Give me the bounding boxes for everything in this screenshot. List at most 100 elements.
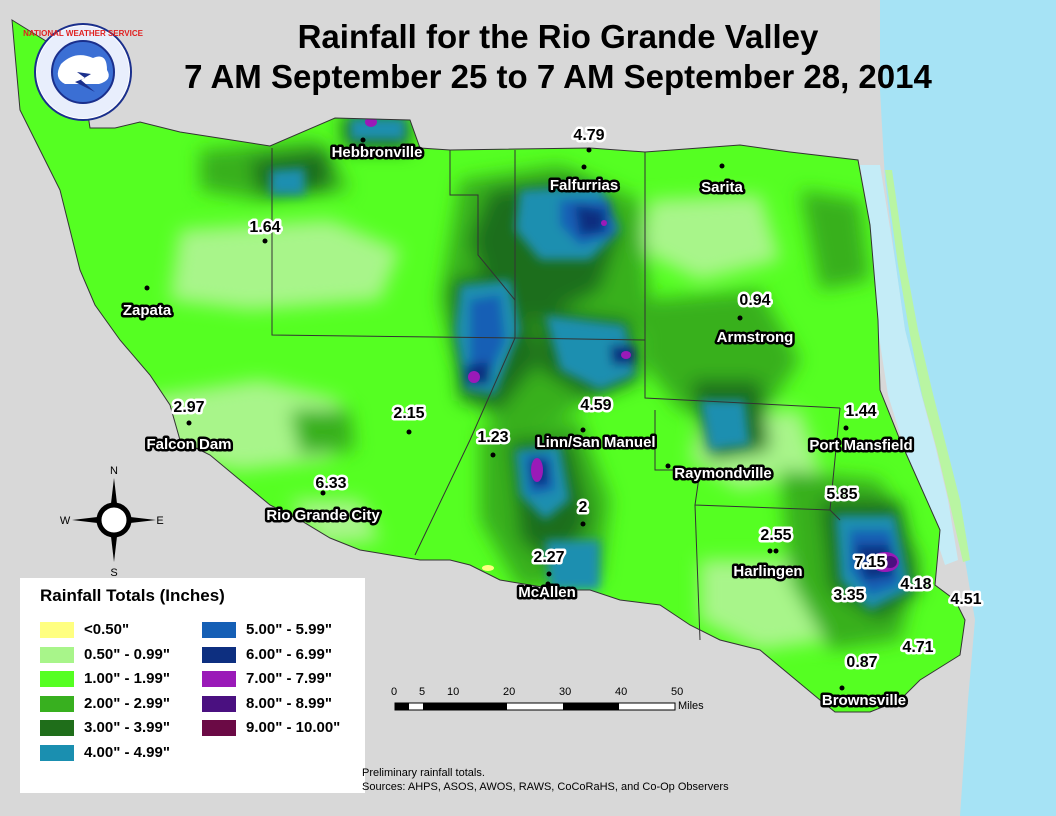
- rain-value-label: 6.33: [315, 475, 346, 492]
- rain-value-halo: 0.87: [846, 654, 877, 671]
- rain-value-halo: 4.59: [580, 397, 611, 414]
- place-label: Harlingen: [733, 563, 802, 580]
- legend-swatch: [202, 720, 236, 737]
- place-label: Zapata: [123, 302, 172, 319]
- rain-value-label: 3.35: [833, 587, 864, 604]
- rain-value-label: 4.79: [573, 127, 604, 144]
- region-outline: [11, 19, 966, 713]
- rain-value-halo: 2.55: [760, 527, 791, 544]
- compass-n: N: [110, 465, 118, 477]
- rain-value-halo: 2: [579, 499, 588, 516]
- legend-item: 9.00" - 10.00": [202, 718, 340, 738]
- rain-value-label: 4.51: [950, 591, 981, 608]
- rain-value-halo: 4.79: [573, 127, 604, 144]
- legend-swatch: [40, 622, 74, 639]
- place-label-halo: Rio Grande City: [266, 507, 380, 524]
- station-dot: [320, 490, 326, 496]
- station-dot: [580, 427, 586, 433]
- legend-swatch: [40, 720, 74, 737]
- legend-item: 6.00" - 6.99": [202, 645, 332, 665]
- rain-value-label: 7.15: [854, 554, 885, 571]
- place-label: Armstrong: [717, 329, 794, 346]
- place-label-halo: Armstrong: [717, 329, 794, 346]
- place-label: Sarita: [701, 179, 743, 196]
- legend-swatch: [40, 744, 74, 761]
- rain-value-label: 0.94: [739, 292, 770, 309]
- place-label-halo: Brownsville: [822, 692, 906, 709]
- rain-value-label: 2.15: [393, 405, 424, 422]
- legend-label: 1.00" - 1.99": [84, 670, 170, 687]
- legend-item: 4.00" - 4.99": [40, 743, 170, 763]
- rain-value-label: 5.85: [826, 486, 857, 503]
- legend-label: <0.50": [84, 621, 130, 638]
- laguna-madre: [860, 165, 958, 565]
- legend-label: 4.00" - 4.99": [84, 743, 170, 761]
- station-dot: [665, 463, 671, 469]
- notes-preliminary: Preliminary rainfall totals.: [362, 767, 485, 779]
- place-label-halo: Sarita: [701, 179, 743, 196]
- place-label-halo: Linn/San Manuel: [536, 434, 655, 451]
- legend-item: 3.00" - 3.99": [40, 718, 170, 738]
- compass-s: S: [110, 567, 117, 579]
- place-label-halo: Falcon Dam: [146, 436, 231, 453]
- scale-unit-label: Miles: [678, 700, 704, 712]
- rain-value-label: 4.59: [580, 397, 611, 414]
- station-dot: [406, 429, 412, 435]
- rain-value-label: 2: [579, 499, 588, 516]
- station-dot: [737, 315, 743, 321]
- place-label: Falcon Dam: [146, 436, 231, 453]
- legend-label: 9.00" - 10.00": [246, 719, 341, 736]
- place-label-halo: Hebbronville: [332, 144, 423, 161]
- compass-rose: N S E W: [60, 465, 164, 579]
- place-label: Linn/San Manuel: [536, 434, 655, 451]
- rain-value-label: 1.23: [477, 429, 508, 446]
- station-dot: [262, 238, 268, 244]
- rain-value-halo: 3.35: [833, 587, 864, 604]
- station-dot: [773, 548, 779, 554]
- legend-item: <0.50": [40, 620, 129, 640]
- compass-e: E: [156, 515, 163, 527]
- scale-tick-label: 20: [503, 686, 516, 698]
- rain-value-halo: 1.44: [845, 403, 876, 420]
- county-boundaries: [271, 148, 841, 641]
- legend-label: 3.00" - 3.99": [84, 719, 170, 736]
- rain-value-label: 4.18: [900, 576, 931, 593]
- barrier-island: [885, 170, 970, 562]
- legend-swatch: [40, 695, 74, 712]
- legend-item: 8.00" - 8.99": [202, 694, 332, 714]
- legend-label: 5.00" - 5.99": [246, 621, 332, 638]
- station-dot: [144, 285, 150, 291]
- rain-value-halo: 4.71: [902, 639, 933, 656]
- place-label: Port Mansfield: [809, 437, 912, 454]
- station-dot: [843, 425, 849, 431]
- rain-value-label: 2.55: [760, 527, 791, 544]
- rain-value-halo: 5.85: [826, 486, 857, 503]
- legend: [20, 578, 365, 793]
- place-label: Falfurrias: [550, 177, 618, 194]
- legend-item: 5.00" - 5.99": [202, 620, 332, 640]
- nws-logo-ring-text: NATIONAL WEATHER SERVICE: [23, 29, 144, 38]
- place-label: McAllen: [518, 584, 576, 601]
- rain-value-halo: 6.33: [315, 475, 346, 492]
- place-label-halo: Zapata: [123, 302, 172, 319]
- rain-value-halo: 0.94: [739, 292, 770, 309]
- rain-value-label: 1.44: [845, 403, 876, 420]
- legend-swatch: [40, 671, 74, 688]
- map-title: Rainfall for the Rio Grande Valley: [297, 18, 819, 55]
- legend-label: 0.50" - 0.99": [84, 645, 170, 663]
- rain-value-labels: 4.794.791.641.640.940.942.972.97 2.152.15…: [171, 125, 984, 674]
- place-label: Raymondville: [674, 465, 772, 482]
- rain-value-halo: 1.64: [249, 219, 280, 236]
- legend-item: 7.00" - 7.99": [202, 669, 332, 689]
- legend-title: Rainfall Totals (Inches): [40, 586, 225, 605]
- rain-value-halo: 4.51: [950, 591, 981, 608]
- legend-item: 2.00" - 2.99": [40, 694, 170, 714]
- map-subtitle: 7 AM September 25 to 7 AM September 28, …: [184, 58, 932, 95]
- place-label-halo: Port Mansfield: [809, 437, 912, 454]
- rain-value-halo: 1.23: [477, 429, 508, 446]
- place-labels: HebbronvilleHebbronvilleFalfurriasFalfur…: [120, 142, 915, 712]
- rain-value-label: 4.71: [902, 639, 933, 656]
- scale-tick-label: 50: [671, 686, 684, 698]
